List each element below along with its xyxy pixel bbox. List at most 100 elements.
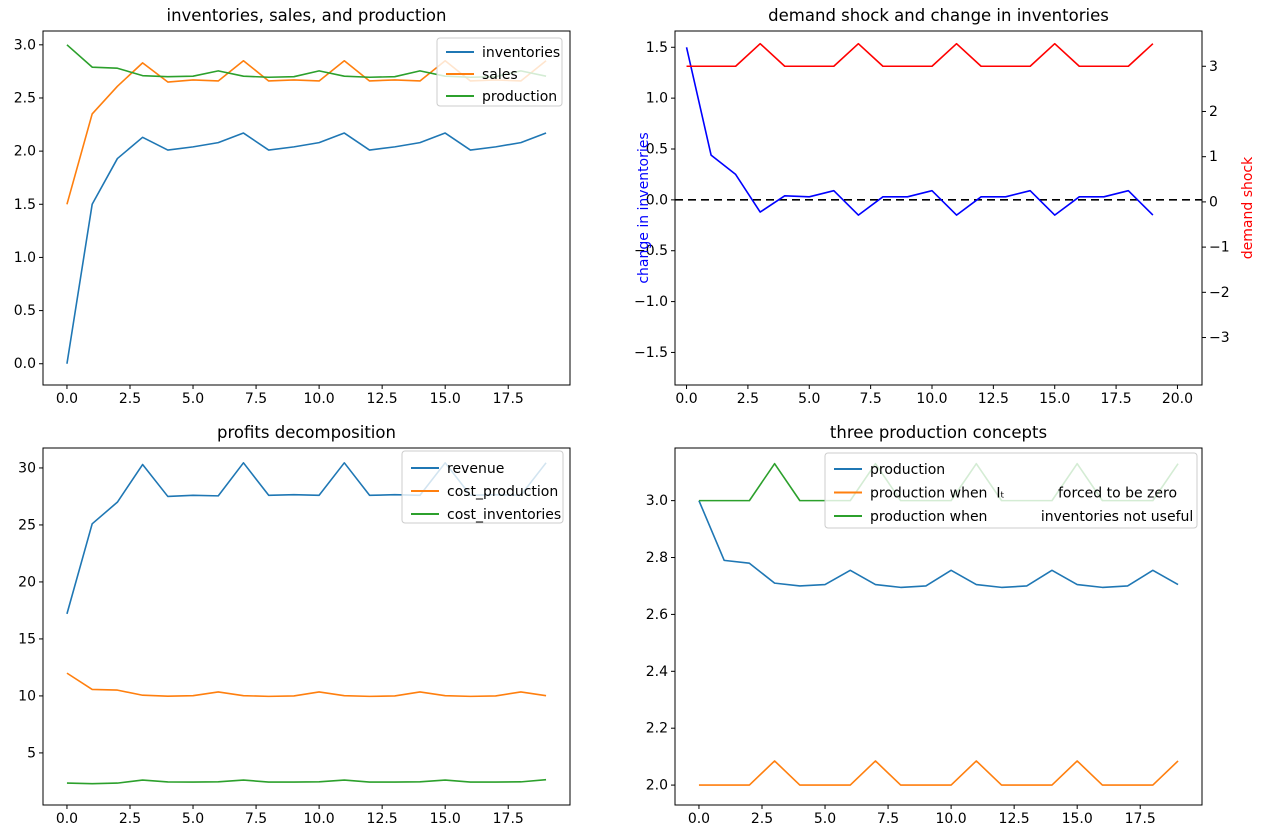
series-line-demand-shock xyxy=(686,42,1154,68)
y-tick-label: 1.5 xyxy=(646,40,668,56)
y-tick-label-right: −1 xyxy=(1209,240,1230,256)
y-tick-label: 2.5 xyxy=(14,90,36,106)
x-tick-label: 15.0 xyxy=(430,391,461,407)
subplot-canvas: demand shock and change in inventories 0.… xyxy=(634,6,1256,407)
legend-box xyxy=(436,37,563,107)
x-tick-label: 15.0 xyxy=(430,811,461,827)
x-tick-label: 10.0 xyxy=(936,811,967,827)
legend-label: inventories xyxy=(482,45,560,61)
y-tick-label: 0.0 xyxy=(14,356,36,372)
legend-box xyxy=(824,452,1198,529)
y-tick-label: 3.0 xyxy=(646,493,668,509)
series-line-inventories xyxy=(66,132,547,364)
plot-border xyxy=(674,30,1203,386)
legend: production production when Iₜ forced to b… xyxy=(824,452,1198,529)
legend-label: cost_inventories xyxy=(447,507,561,523)
subplot-inventories-sales-production: inventories, sales, and production 0.0 2.5… xyxy=(0,0,632,417)
x-tick-label: 0.0 xyxy=(688,811,710,827)
y-tick-label: 5 xyxy=(27,745,36,761)
plot-border xyxy=(42,30,571,386)
x-tick-label: 2.5 xyxy=(737,391,759,407)
x-tick-label: 5.0 xyxy=(182,811,204,827)
y-tick-label: 25 xyxy=(18,517,36,533)
legend-label: production xyxy=(870,462,945,478)
subplot-three-production-concepts: three production concepts 0.0 2.5 5.0 7.5 10.… xyxy=(632,417,1264,834)
series-line-change-in-inventories xyxy=(685,47,1154,216)
x-tick-label: 10.0 xyxy=(916,391,947,407)
y-tick-label-right: −2 xyxy=(1209,285,1230,301)
y-tick-label: 10 xyxy=(18,688,36,704)
legend-label: revenue xyxy=(447,461,504,477)
y-tick-label: 0.5 xyxy=(646,142,668,158)
y-tick-label: 2.0 xyxy=(14,144,36,160)
y-tick-label: 2.4 xyxy=(646,664,668,680)
y-axis-label-right: demand shock xyxy=(1240,156,1256,259)
chart-title: demand shock and change in inventories xyxy=(768,6,1109,25)
x-tick-label: 7.5 xyxy=(245,391,267,407)
x-tick-label: 5.0 xyxy=(814,811,836,827)
y-tick-label: 0.0 xyxy=(646,192,668,208)
subplot-profits-decomposition: profits decomposition 0.0 2.5 5.0 7.5 10.0 12.… xyxy=(0,417,632,834)
y-tick-label: 1.0 xyxy=(14,250,36,266)
legend: revenue cost_production cost_inventories xyxy=(401,450,564,524)
chart-title: inventories, sales, and production xyxy=(166,6,446,25)
x-tick-label: 10.0 xyxy=(304,811,335,827)
legend-label: production when Iₜ forced to be zero xyxy=(870,486,1177,502)
x-tick-label: 5.0 xyxy=(798,391,820,407)
x-tick-label: 2.5 xyxy=(119,391,141,407)
y-axis-label-left: change in inventories xyxy=(636,132,652,283)
legend-box xyxy=(401,450,564,524)
y-tick-label: 1.0 xyxy=(646,91,668,107)
y-tick-label: 2.6 xyxy=(646,607,668,623)
y-tick-label: 3.0 xyxy=(14,37,36,53)
x-tick-label: 5.0 xyxy=(182,391,204,407)
x-tick-label: 17.5 xyxy=(1125,811,1156,827)
x-tick-label: 17.5 xyxy=(493,391,524,407)
x-tick-label: 0.0 xyxy=(56,811,78,827)
x-tick-label: 10.0 xyxy=(304,391,335,407)
y-tick-label: 1.5 xyxy=(14,197,36,213)
x-tick-label: 17.5 xyxy=(493,811,524,827)
x-tick-label: 17.5 xyxy=(1101,391,1132,407)
subplot-canvas: profits decomposition 0.0 2.5 5.0 7.5 10.0 12.… xyxy=(18,423,571,827)
y-tick-label-right: 1 xyxy=(1209,149,1218,165)
x-tick-label: 7.5 xyxy=(859,391,881,407)
x-tick-label: 7.5 xyxy=(245,811,267,827)
series-line-production-when-it-forced-to-be-zero xyxy=(698,760,1179,786)
x-tick-label: 20.0 xyxy=(1162,391,1193,407)
series-line-production xyxy=(698,500,1179,589)
x-tick-label: 12.5 xyxy=(367,391,398,407)
y-tick-label: 2.0 xyxy=(646,778,668,794)
x-tick-label: 2.5 xyxy=(119,811,141,827)
legend: inventories sales production xyxy=(436,37,563,107)
x-tick-label: 12.5 xyxy=(978,391,1009,407)
series-line-cost-inventories xyxy=(66,778,547,785)
plot-border xyxy=(674,447,1203,806)
legend-label: cost_production xyxy=(447,484,558,500)
y-tick-label: 0.5 xyxy=(14,303,36,319)
y-tick-label-right: 3 xyxy=(1209,59,1218,75)
y-tick-label-right: −3 xyxy=(1209,330,1230,346)
legend-label: production xyxy=(482,89,557,105)
x-tick-label: 7.5 xyxy=(877,811,899,827)
subplot-canvas: three production concepts 0.0 2.5 5.0 7.5 10.… xyxy=(646,423,1203,827)
y-tick-label: −0.5 xyxy=(634,243,668,259)
y-tick-label: 2.2 xyxy=(646,721,668,737)
y-tick-label: 20 xyxy=(18,574,36,590)
y-tick-label: 2.8 xyxy=(646,550,668,566)
y-tick-label-right: 0 xyxy=(1209,194,1218,210)
y-tick-label-right: 2 xyxy=(1209,104,1218,120)
subplot-canvas: inventories, sales, and production 0.0 2.5… xyxy=(14,6,571,407)
subplot-demand-shock-change-in-inventories: demand shock and change in inventories 0.… xyxy=(632,0,1264,417)
y-tick-label: −1.5 xyxy=(634,345,668,361)
series-line-cost-production xyxy=(66,672,547,698)
x-tick-label: 2.5 xyxy=(751,811,773,827)
legend-label: sales xyxy=(482,67,518,83)
y-tick-label: 15 xyxy=(18,631,36,647)
x-tick-label: 0.0 xyxy=(675,391,697,407)
plot-border xyxy=(42,447,571,806)
chart-title: three production concepts xyxy=(830,423,1047,442)
y-tick-label: 30 xyxy=(18,460,36,476)
x-tick-label: 15.0 xyxy=(1039,391,1070,407)
